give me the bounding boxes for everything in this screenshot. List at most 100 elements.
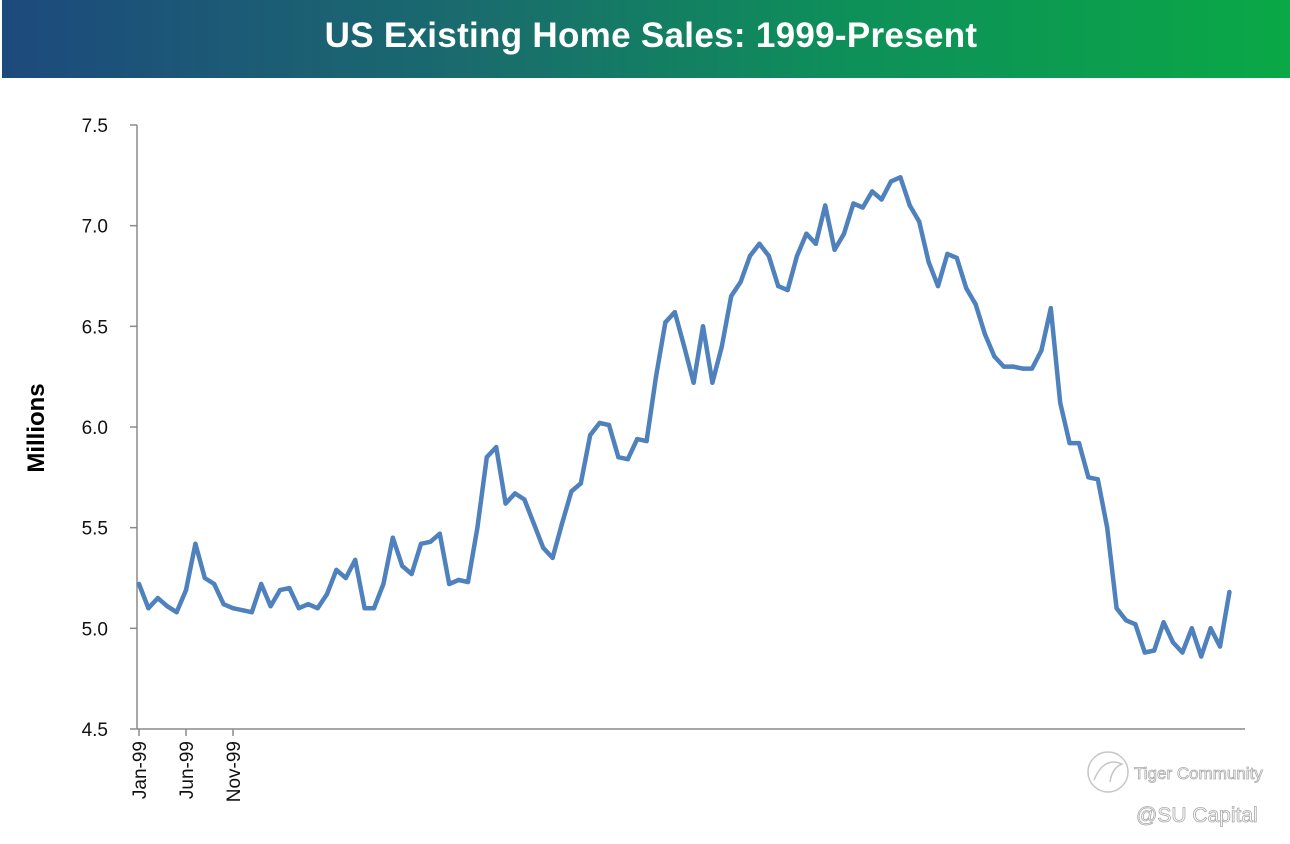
data-point [268, 604, 273, 609]
data-point [747, 253, 753, 259]
data-point [324, 591, 330, 597]
x-tick-label: Jan-99 [130, 741, 151, 799]
data-point [757, 241, 762, 246]
x-tick-label: Nov-99 [224, 741, 245, 802]
data-point [381, 581, 386, 587]
data-point [475, 525, 480, 530]
data-point [155, 595, 160, 601]
x-axis-ticks: Jan-99Jun-99Nov-99Apr-00Sep-00Feb-01Jul-… [130, 729, 245, 802]
data-point [183, 587, 189, 593]
data-point [1227, 589, 1232, 595]
data-point [907, 203, 912, 208]
data-point [644, 438, 649, 444]
data-point [682, 344, 687, 349]
data-point [1039, 348, 1044, 353]
data-point [616, 455, 621, 460]
title-banner: US Existing Home Sales: 1999-Present [2, 0, 1290, 78]
data-point [484, 455, 489, 460]
data-point [719, 344, 724, 349]
y-tick-label: 5.5 [82, 519, 108, 540]
data-point [541, 545, 546, 550]
data-point [1189, 626, 1195, 631]
data-point [202, 575, 207, 581]
data-point [1114, 606, 1119, 611]
data-point [465, 579, 471, 585]
data-point [1142, 650, 1148, 655]
data-point [982, 332, 988, 337]
y-axis-ticks: 7.5 7.0 6.5 6.0 5.5 5.0 4.5 [82, 116, 137, 741]
data-point [146, 606, 151, 611]
data-point [1020, 366, 1025, 371]
data-point [700, 324, 706, 329]
data-point [851, 201, 856, 206]
data-point [898, 175, 903, 180]
x-tick-label: Jun-99 [177, 741, 198, 799]
y-tick-label: 7.5 [82, 116, 108, 137]
data-point [597, 420, 602, 426]
watermark: Tiger Community @SU Capital [1087, 751, 1264, 827]
tiger-logo-icon [1087, 751, 1129, 793]
data-point [409, 571, 414, 577]
data-point [832, 247, 837, 252]
data-point [823, 203, 828, 208]
data-point [334, 567, 339, 573]
data-point [1086, 475, 1091, 480]
data-point [418, 541, 424, 546]
data-point [343, 575, 348, 581]
watermark-line1: Tiger Community [1134, 764, 1263, 783]
data-point [306, 602, 311, 607]
data-point [841, 231, 847, 236]
data-point [1152, 648, 1157, 653]
data-point [221, 602, 226, 607]
data-point [1170, 640, 1176, 645]
data-point [1076, 440, 1082, 446]
data-point [879, 197, 884, 202]
data-point [362, 606, 367, 611]
data-point [174, 610, 179, 615]
y-tick-label: 7.0 [82, 217, 108, 238]
data-point [973, 302, 978, 307]
chart-title: US Existing Home Sales: 1999-Present [324, 16, 978, 55]
data-point [1095, 477, 1101, 482]
data-point [390, 535, 395, 540]
data-point [1123, 618, 1129, 623]
data-point [371, 606, 377, 611]
y-tick-label: 6.0 [82, 418, 108, 439]
chart-axes [136, 125, 1245, 730]
data-point [1208, 626, 1213, 631]
data-point [954, 255, 959, 261]
data-point [1029, 366, 1035, 371]
data-point [860, 205, 865, 210]
data-point [738, 279, 743, 285]
data-point [522, 497, 527, 502]
data-point [353, 557, 358, 563]
data-point [550, 555, 555, 561]
data-point [672, 310, 677, 315]
data-point [888, 179, 894, 184]
data-point [259, 581, 264, 587]
data-point [935, 283, 941, 289]
data-point [729, 293, 734, 299]
data-point [785, 287, 790, 293]
data-point [625, 457, 630, 462]
data-point [315, 606, 320, 611]
data-point [578, 481, 583, 486]
data-point [240, 608, 245, 613]
data-point [1001, 364, 1006, 369]
data-point [136, 581, 142, 587]
data-point [926, 259, 931, 265]
data-point [165, 604, 170, 609]
data-point [400, 563, 405, 569]
data-point [447, 581, 452, 587]
data-point [653, 374, 659, 379]
y-tick-label: 4.5 [82, 720, 108, 741]
data-point [287, 585, 292, 591]
data-point [193, 541, 198, 546]
data-point [1058, 400, 1063, 405]
data-point [494, 444, 499, 450]
data-point [277, 587, 283, 593]
data-point [964, 285, 969, 291]
data-point [992, 354, 997, 359]
data-point [710, 380, 715, 385]
